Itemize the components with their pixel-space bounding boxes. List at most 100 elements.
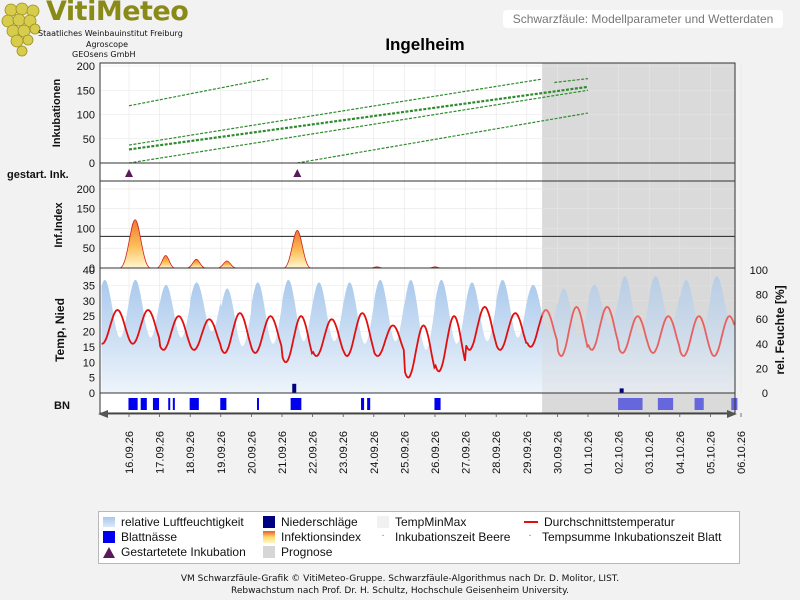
legend-item-tempminmax: TempMinMax bbox=[377, 515, 466, 529]
logo-geosens: GEOsens GmbH bbox=[72, 50, 136, 59]
ytick-inf: 50 bbox=[83, 243, 95, 255]
xtick-label: 19.09.26 bbox=[216, 431, 228, 474]
ytick-inf: 0 bbox=[89, 263, 95, 275]
legend-label-precip: Niederschläge bbox=[281, 515, 358, 529]
precipitation-bar bbox=[619, 388, 624, 393]
footer-line-1: VM Schwarzfäule-Grafik © VitiMeteo-Grupp… bbox=[180, 574, 620, 584]
legend-label-tempminmax: TempMinMax bbox=[395, 515, 467, 529]
precipitation-bar bbox=[292, 383, 297, 393]
ylabel-humidity: rel. Feuchte [%] bbox=[773, 285, 787, 374]
leaf-wetness-bar bbox=[152, 398, 160, 410]
inkubation-line bbox=[128, 89, 589, 164]
xtick-label: 02.10.26 bbox=[614, 431, 626, 474]
legend-item-temp-line: Durchschnittstemperatur bbox=[524, 515, 675, 529]
prognose-veil-weather bbox=[542, 268, 735, 393]
xtick-label: 25.09.26 bbox=[399, 431, 411, 474]
xtick-label: 16.09.26 bbox=[124, 431, 136, 474]
legend-swatch-infindex bbox=[263, 531, 275, 543]
leaf-wetness-bar bbox=[657, 398, 674, 410]
legend-item-infindex: Infektionsindex bbox=[263, 530, 361, 544]
inkubation-line bbox=[554, 78, 589, 84]
ytick-ink: 50 bbox=[83, 134, 95, 146]
legend-swatch-tempminmax bbox=[377, 516, 389, 528]
ytick-ink: 0 bbox=[89, 158, 95, 170]
legend-item-prognose: Prognose bbox=[263, 545, 332, 559]
xtick-label: 03.10.26 bbox=[644, 431, 656, 474]
header-title: Schwarzfäule: Modellparameter und Wetter… bbox=[512, 12, 774, 26]
ytick-ink: 100 bbox=[77, 110, 95, 122]
logo-title: VitiMeteo bbox=[46, 0, 189, 27]
leaf-wetness-bar bbox=[731, 398, 738, 410]
ytick-humidity: 20 bbox=[756, 363, 768, 375]
leaf-wetness-bar bbox=[140, 398, 147, 410]
ytick-inf: 200 bbox=[77, 184, 95, 196]
ylabel-gestartete: gestart. Ink. bbox=[7, 169, 69, 181]
leaf-wetness-bar bbox=[290, 398, 302, 410]
legend-label-leafwet: Blattnässe bbox=[121, 530, 178, 544]
legend-label-inkub-beere: Inkubationszeit Beere bbox=[395, 530, 511, 544]
inkubation-line bbox=[128, 85, 589, 151]
ytick-temp: 30 bbox=[83, 296, 95, 308]
leaf-wetness-bar bbox=[220, 398, 227, 410]
ytick-humidity: 0 bbox=[762, 388, 768, 400]
legend-swatch-humidity bbox=[103, 517, 115, 527]
xtick-label: 28.09.26 bbox=[491, 431, 503, 474]
legend-label-humidity: relative Luftfeuchtigkeit bbox=[121, 515, 244, 529]
logo-institute: Staatliches Weinbauinstitut Freiburg bbox=[38, 29, 183, 38]
temperature-line bbox=[101, 305, 543, 379]
footer: VM Schwarzfäule-Grafik © VitiMeteo-Grupp… bbox=[0, 573, 800, 597]
ytick-inf: 150 bbox=[77, 204, 95, 216]
legend-item-leafwet: Blattnässe bbox=[103, 530, 177, 544]
legend-item-started: Gestartetete Inkubation bbox=[103, 545, 246, 559]
grape-logo-icon bbox=[1, 2, 41, 57]
leaf-wetness-bar bbox=[168, 398, 171, 410]
legend-swatch-temp-line bbox=[524, 521, 538, 523]
infindex-peak bbox=[156, 254, 176, 269]
infindex-peak bbox=[187, 258, 206, 269]
ytick-humidity: 80 bbox=[756, 290, 768, 302]
xtick-label: 23.09.26 bbox=[338, 431, 350, 474]
xtick-label: 29.09.26 bbox=[522, 431, 534, 474]
ylabel-inkubationen: Inkubationen bbox=[51, 79, 63, 148]
xtick-label: 27.09.26 bbox=[461, 431, 473, 474]
ytick-ink: 150 bbox=[77, 85, 95, 97]
leaf-wetness-bar bbox=[172, 398, 175, 410]
legend-label-infindex: Infektionsindex bbox=[281, 530, 362, 544]
ytick-inf: 100 bbox=[77, 223, 95, 235]
header-title-box: Schwarzfäule: Modellparameter und Wetter… bbox=[503, 10, 783, 28]
humidity-area bbox=[101, 276, 735, 393]
xtick-label: 17.09.26 bbox=[155, 431, 167, 474]
legend-swatch-precip bbox=[263, 516, 275, 528]
ytick-temp: 0 bbox=[89, 388, 95, 400]
ytick-temp: 35 bbox=[83, 280, 95, 292]
started-inkubation-marker bbox=[125, 169, 133, 177]
xtick-label: 18.09.26 bbox=[185, 431, 197, 474]
ytick-temp: 5 bbox=[89, 373, 95, 385]
ytick-humidity: 40 bbox=[756, 339, 768, 351]
infindex-peak bbox=[283, 230, 311, 269]
scroll-left-icon bbox=[98, 410, 108, 418]
infindex-peak bbox=[119, 219, 151, 269]
ylabel-bn: BN bbox=[54, 400, 70, 412]
ytick-ink: 200 bbox=[77, 61, 95, 73]
leaf-wetness-bar bbox=[361, 398, 365, 410]
leaf-wetness-bar bbox=[618, 398, 643, 410]
xtick-label: 04.10.26 bbox=[675, 431, 687, 474]
leaf-wetness-bar bbox=[256, 398, 259, 410]
legend-item-precip: Niederschläge bbox=[263, 515, 358, 529]
legend-swatch-inkub-beere: · bbox=[381, 530, 385, 541]
ylabel-infindex: Inf.Index bbox=[53, 202, 65, 248]
legend-swatch-inkub-blatt: · bbox=[528, 530, 532, 541]
legend: relative Luftfeuchtigkeit Niederschläge … bbox=[98, 511, 740, 564]
ylabel-temp: Temp, Nied bbox=[53, 298, 67, 362]
ytick-temp: 25 bbox=[83, 311, 95, 323]
legend-swatch-started bbox=[103, 546, 115, 558]
legend-label-started: Gestartetete Inkubation bbox=[121, 545, 246, 559]
infindex-peak bbox=[217, 260, 237, 269]
leaf-wetness-bar bbox=[434, 398, 441, 410]
xtick-label: 21.09.26 bbox=[277, 431, 289, 474]
xtick-label: 20.09.26 bbox=[246, 431, 258, 474]
ytick-temp: 10 bbox=[83, 357, 95, 369]
leaf-wetness-bar bbox=[128, 398, 138, 410]
